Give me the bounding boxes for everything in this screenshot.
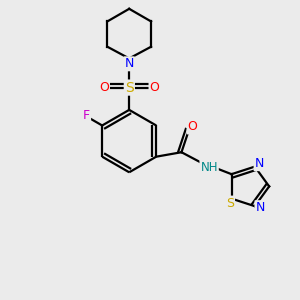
Text: S: S [226, 196, 234, 210]
Text: NH: NH [200, 160, 218, 174]
Text: N: N [256, 201, 265, 214]
Text: S: S [125, 81, 134, 94]
Text: O: O [99, 81, 109, 94]
Text: N: N [124, 57, 134, 70]
Text: O: O [188, 121, 197, 134]
Text: F: F [83, 109, 90, 122]
Text: O: O [149, 81, 159, 94]
Text: N: N [255, 157, 264, 170]
